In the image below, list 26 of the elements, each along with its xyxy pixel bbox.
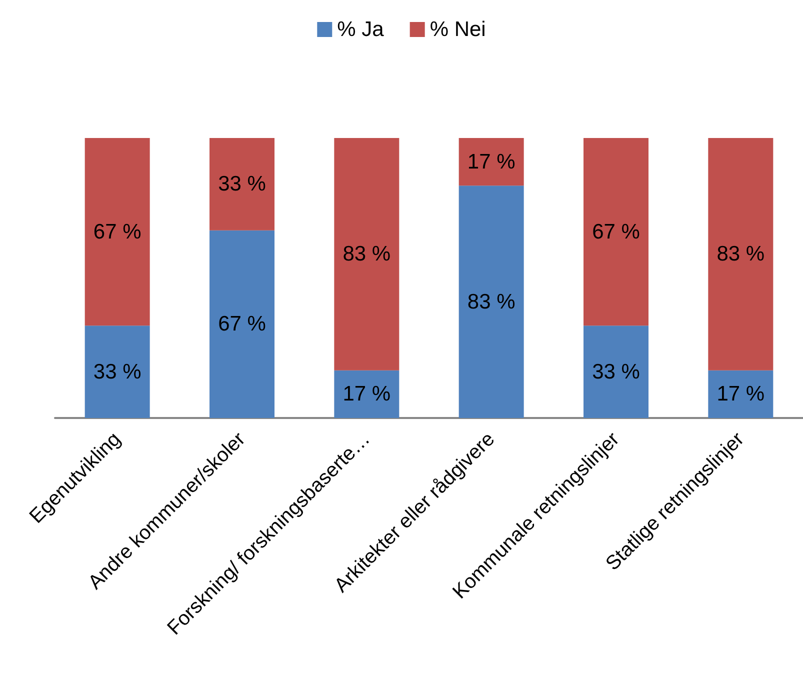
bar bbox=[334, 370, 400, 418]
bar bbox=[334, 138, 400, 370]
bar bbox=[584, 326, 648, 418]
bar bbox=[584, 138, 648, 326]
data-label: 17 % bbox=[342, 382, 391, 406]
bar bbox=[84, 138, 150, 326]
data-label: 33 % bbox=[93, 360, 142, 384]
bar bbox=[84, 326, 150, 418]
bar bbox=[458, 186, 524, 418]
bar bbox=[210, 138, 274, 230]
legend-label: % Nei bbox=[430, 18, 486, 41]
data-label: 33 % bbox=[218, 172, 266, 196]
data-label: 83 % bbox=[467, 290, 516, 314]
data-label: 67 % bbox=[218, 312, 266, 336]
data-label: 67 % bbox=[592, 220, 640, 244]
data-label: 83 % bbox=[342, 242, 391, 266]
bar bbox=[708, 138, 774, 370]
bar bbox=[210, 230, 274, 418]
legend-label: % Ja bbox=[337, 18, 384, 41]
bar bbox=[708, 370, 774, 418]
data-label: 17 % bbox=[716, 382, 765, 406]
data-label: 33 % bbox=[592, 360, 640, 384]
data-label: 83 % bbox=[716, 242, 765, 266]
bar bbox=[458, 138, 524, 186]
data-label: 67 % bbox=[93, 220, 142, 244]
data-label: 17 % bbox=[467, 150, 516, 174]
